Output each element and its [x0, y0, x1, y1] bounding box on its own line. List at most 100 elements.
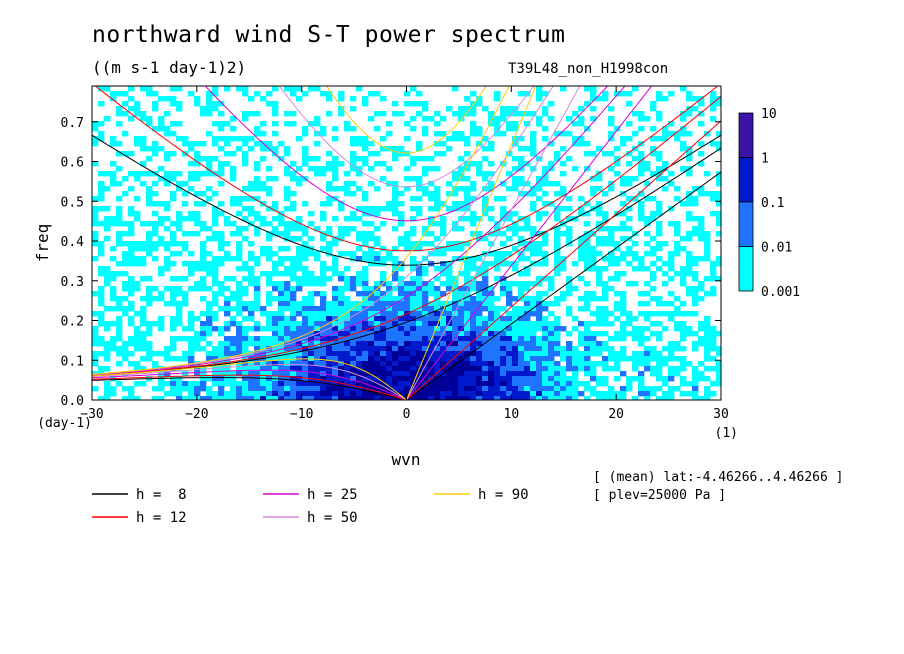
heatmap-cell — [296, 336, 303, 342]
heatmap-cell — [164, 171, 171, 177]
heatmap-cell — [176, 86, 183, 92]
heatmap-cell — [560, 356, 567, 362]
heatmap-cell — [596, 346, 603, 352]
heatmap-cell — [554, 231, 561, 237]
heatmap-cell — [464, 381, 471, 387]
heatmap-cell — [518, 286, 525, 292]
heatmap-cell — [284, 226, 291, 232]
heatmap-cell — [380, 331, 387, 337]
heatmap-cell — [512, 356, 519, 362]
heatmap-cell — [638, 326, 645, 332]
heatmap-cell — [566, 396, 573, 400]
heatmap-cell — [416, 361, 423, 367]
heatmap-cell — [512, 166, 519, 172]
heatmap-cell — [404, 381, 411, 387]
heatmap-cell — [398, 216, 405, 222]
heatmap-cell — [500, 206, 507, 212]
heatmap-cell — [206, 261, 213, 267]
heatmap-cell — [284, 256, 291, 262]
heatmap-cell — [338, 366, 345, 372]
heatmap-cell — [218, 241, 225, 247]
heatmap-cell — [134, 346, 141, 352]
heatmap-cell — [284, 231, 291, 237]
heatmap-cell — [500, 211, 507, 217]
heatmap-cell — [434, 361, 441, 367]
heatmap-cell — [650, 251, 657, 257]
heatmap-cell — [566, 341, 573, 347]
heatmap-cell — [110, 246, 117, 252]
heatmap-cell — [698, 141, 705, 147]
heatmap-cell — [404, 91, 411, 97]
heatmap-cell — [410, 331, 417, 337]
heatmap-cell — [350, 346, 357, 352]
heatmap-cell — [332, 326, 339, 332]
heatmap-cell — [536, 91, 543, 97]
heatmap-cell — [206, 306, 213, 312]
heatmap-cell — [440, 356, 447, 362]
heatmap-cell — [578, 251, 585, 257]
heatmap-cell — [488, 181, 495, 187]
heatmap-cell — [518, 226, 525, 232]
heatmap-cell — [194, 191, 201, 197]
heatmap-cell — [644, 386, 651, 392]
heatmap-cell — [284, 326, 291, 332]
y-tick-label: 0.7 — [61, 116, 84, 131]
heatmap-cell — [518, 241, 525, 247]
heatmap-cell — [98, 196, 105, 202]
heatmap-cell — [236, 286, 243, 292]
heatmap-cell — [314, 381, 321, 387]
heatmap-cell — [290, 326, 297, 332]
heatmap-cell — [446, 331, 453, 337]
heatmap-cell — [254, 306, 261, 312]
heatmap-cell — [356, 371, 363, 377]
heatmap-cell — [368, 376, 375, 382]
heatmap-cell — [422, 241, 429, 247]
heatmap-cell — [350, 141, 357, 147]
heatmap-cell — [272, 86, 279, 92]
heatmap-cell — [434, 311, 441, 317]
heatmap-cell — [578, 106, 585, 112]
heatmap-cell — [524, 391, 531, 397]
heatmap-cell — [386, 341, 393, 347]
heatmap-cell — [230, 341, 237, 347]
heatmap-cell — [620, 386, 627, 392]
heatmap-cell — [212, 326, 219, 332]
heatmap-cell — [296, 166, 303, 172]
heatmap-cell — [434, 291, 441, 297]
heatmap-cell — [548, 381, 555, 387]
heatmap-cell — [536, 276, 543, 282]
heatmap-cell — [410, 321, 417, 327]
heatmap-cell — [572, 141, 579, 147]
heatmap-cell — [692, 296, 699, 302]
heatmap-cell — [524, 351, 531, 357]
heatmap-cell — [224, 311, 231, 317]
heatmap-cell — [368, 396, 375, 400]
heatmap-cell — [638, 161, 645, 167]
heatmap-cell — [236, 326, 243, 332]
heatmap-cell — [248, 391, 255, 397]
heatmap-cell — [392, 396, 399, 400]
heatmap-cell — [302, 276, 309, 282]
meta-lat-range: [ (mean) lat:-4.46266..4.46266 ] — [593, 470, 844, 485]
heatmap-cell — [152, 201, 159, 207]
heatmap-cell — [98, 186, 105, 192]
heatmap-cell — [164, 381, 171, 387]
heatmap-cell — [542, 171, 549, 177]
heatmap-cell — [368, 306, 375, 312]
heatmap-cell — [392, 326, 399, 332]
heatmap-cell — [536, 361, 543, 367]
heatmap-cell — [506, 311, 513, 317]
heatmap-cell — [410, 281, 417, 287]
heatmap-cell — [518, 321, 525, 327]
heatmap-cell — [446, 246, 453, 252]
heatmap-cell — [392, 366, 399, 372]
heatmap-cell — [194, 316, 201, 322]
heatmap-cell — [374, 316, 381, 322]
heatmap-cell — [650, 276, 657, 282]
heatmap-cell — [290, 381, 297, 387]
heatmap-cell — [140, 261, 147, 267]
heatmap-cell — [590, 341, 597, 347]
heatmap-cell — [320, 321, 327, 327]
heatmap-cell — [170, 131, 177, 137]
heatmap-cell — [116, 196, 123, 202]
